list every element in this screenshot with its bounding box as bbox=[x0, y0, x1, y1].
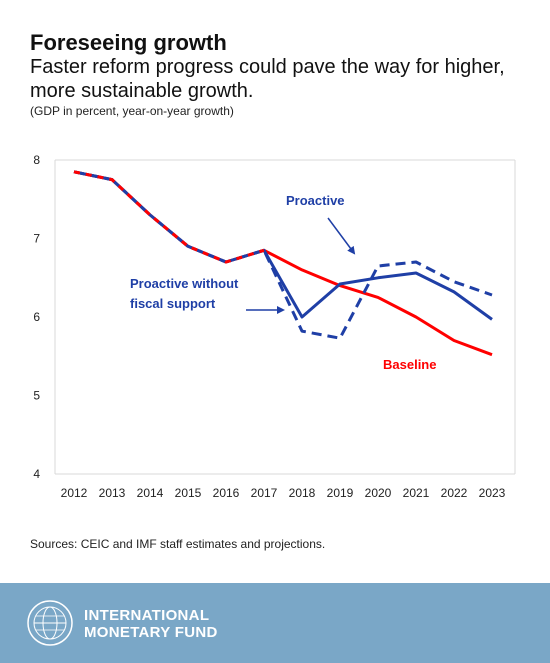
imf-wordmark-line1: INTERNATIONAL bbox=[84, 607, 210, 624]
imf-seal-icon bbox=[27, 600, 73, 646]
x-tick-label: 2017 bbox=[251, 486, 278, 500]
x-tick-label: 2022 bbox=[441, 486, 468, 500]
y-tick-label: 4 bbox=[33, 467, 40, 481]
y-tick-label: 8 bbox=[33, 153, 40, 167]
y-tick-label: 7 bbox=[33, 232, 40, 246]
x-tick-label: 2014 bbox=[137, 486, 164, 500]
gdp-line-chart: 4 5 6 7 8 2012 2013 2014 2015 2016 2017 2018 2019 20… bbox=[33, 153, 516, 500]
annotation-proactive: Proactive bbox=[286, 193, 345, 208]
series-line-baseline bbox=[73, 170, 493, 357]
annotation-baseline: Baseline bbox=[383, 357, 436, 372]
chart-title: Foreseeing growth bbox=[30, 30, 227, 55]
x-tick-label: 2015 bbox=[175, 486, 202, 500]
annotation-proactive-without-line1: Proactive without bbox=[130, 276, 239, 291]
x-tick-label: 2018 bbox=[289, 486, 316, 500]
y-tick-label: 5 bbox=[33, 389, 40, 403]
y-tick-label: 6 bbox=[33, 310, 40, 324]
x-tick-label: 2021 bbox=[403, 486, 430, 500]
chart-subtitle: Faster reform progress could pave the wa… bbox=[30, 56, 505, 102]
x-tick-label: 2012 bbox=[61, 486, 88, 500]
series-line-historical-overlay bbox=[73, 170, 265, 264]
x-tick-label: 2020 bbox=[365, 486, 392, 500]
series-line-proactive-without-fiscal-support bbox=[73, 170, 493, 340]
x-tick-label: 2013 bbox=[99, 486, 126, 500]
x-tick-label: 2023 bbox=[479, 486, 506, 500]
imf-wordmark-line2: MONETARY FUND bbox=[84, 624, 218, 641]
annotation-proactive-without-line2: fiscal support bbox=[130, 296, 216, 311]
footer-bar: INTERNATIONAL MONETARY FUND bbox=[0, 583, 550, 663]
sources-note: Sources: CEIC and IMF staff estimates an… bbox=[30, 537, 326, 551]
x-tick-label: 2016 bbox=[213, 486, 240, 500]
imf-wordmark: INTERNATIONAL MONETARY FUND bbox=[84, 607, 218, 641]
x-tick-label: 2019 bbox=[327, 486, 354, 500]
units-note: (GDP in percent, year-on-year growth) bbox=[30, 104, 234, 118]
arrow-proactive bbox=[327, 217, 356, 255]
